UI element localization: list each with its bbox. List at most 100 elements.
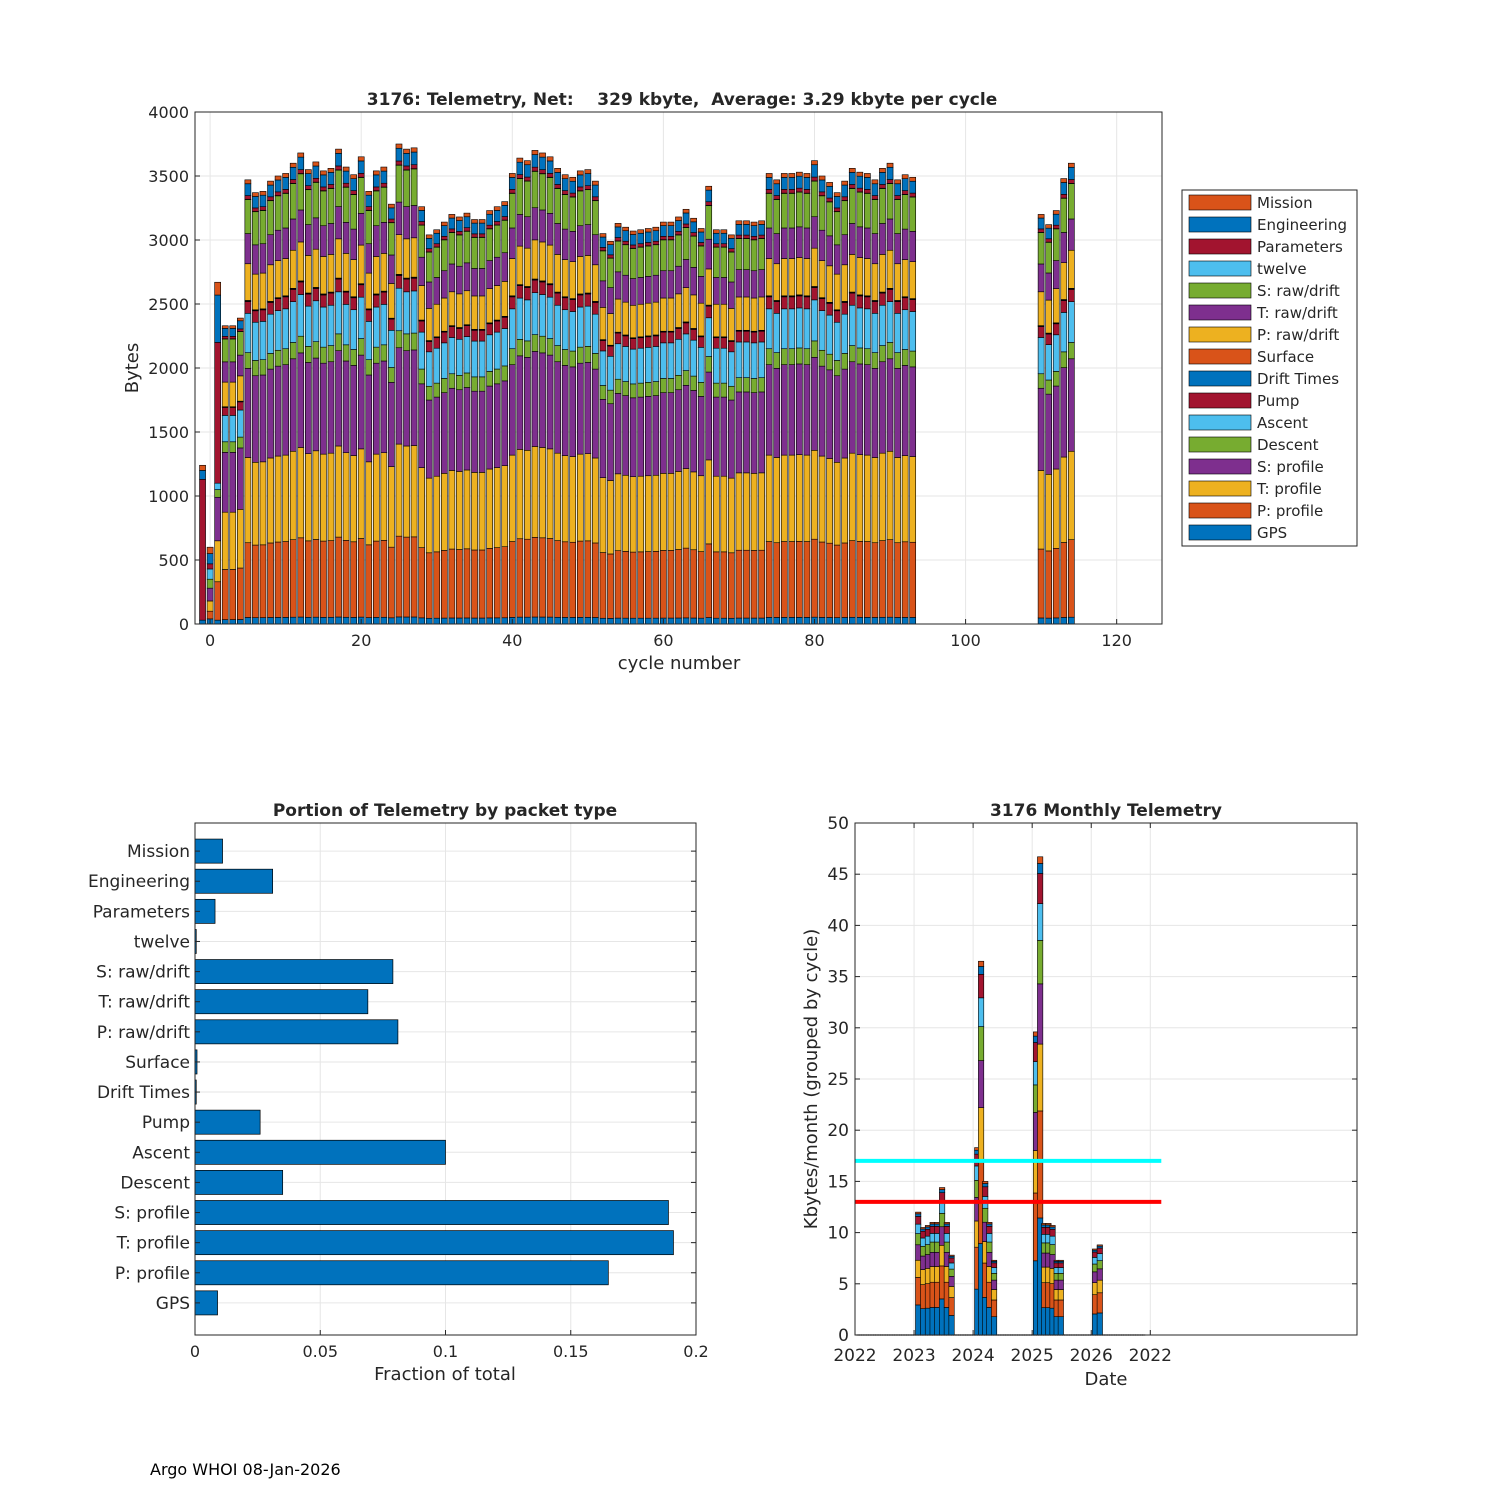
bar-segment: [357, 244, 365, 284]
bar-segment: [1045, 617, 1053, 625]
bar-segment: [365, 544, 373, 618]
bar-segment: [765, 173, 773, 178]
bar-segment: [592, 313, 599, 354]
bar-segment: [569, 261, 577, 299]
bar-segment: [758, 549, 765, 619]
bar-segment: [493, 210, 501, 222]
bar-segment: [221, 361, 229, 383]
bar-segment: [735, 224, 743, 236]
bar-segment: [237, 447, 244, 510]
bar-segment: [576, 306, 584, 348]
bar-segment: [433, 617, 441, 625]
bar-segment: [584, 453, 592, 542]
bar-segment: [546, 354, 554, 450]
bar-segment: [856, 171, 864, 177]
bar-segment: [388, 218, 395, 223]
bar-segment: [448, 217, 456, 230]
bar-segment: [811, 176, 818, 182]
bar-segment: [372, 362, 380, 455]
bar-segment: [342, 182, 350, 188]
legend-label: T: raw/drift: [1256, 304, 1338, 322]
bar-segment: [425, 399, 433, 479]
bar-segment: [569, 617, 577, 625]
bar-segment: [599, 307, 607, 340]
bar-segment: [796, 617, 803, 625]
bar-segment: [516, 355, 524, 450]
bar-segment: [705, 305, 713, 319]
bar-segment: [486, 224, 493, 229]
bar-segment: [546, 338, 554, 356]
y-tick-label: 2500: [148, 295, 189, 314]
bar-segment: [599, 552, 607, 619]
bar-segment: [425, 341, 433, 353]
bar-segment: [327, 540, 335, 618]
bar-segment: [697, 228, 705, 233]
bar-segment: [675, 375, 682, 391]
bar-segment: [712, 337, 720, 349]
bar-segment: [531, 292, 539, 335]
bar-segment: [856, 347, 864, 365]
bar-segment: [372, 225, 380, 257]
bar-segment: [410, 277, 418, 292]
bar-segment: [712, 551, 720, 619]
bar-segment: [811, 450, 818, 540]
bar-segment: [388, 203, 395, 209]
bar-segment: [365, 359, 373, 376]
bar-segment: [750, 392, 758, 474]
bar-segment: [841, 368, 849, 459]
bar-segment: [425, 385, 433, 401]
bar-segment: [637, 347, 645, 384]
y-tick-label: 25: [827, 1070, 849, 1090]
bar-segment: [864, 617, 871, 625]
bar-segment: [554, 616, 561, 625]
bar-segment: [705, 543, 713, 618]
bar-segment: [304, 255, 312, 294]
bar-segment: [237, 509, 244, 569]
bar-segment: [267, 180, 274, 186]
bar-segment: [486, 334, 493, 372]
bar-segment: [274, 175, 282, 181]
bar-segment: [864, 308, 871, 350]
bar-segment: [388, 330, 395, 368]
bar-segment: [773, 199, 781, 234]
bar-segment: [660, 550, 667, 619]
y-tick-label: 10: [827, 1224, 849, 1244]
bar-segment: [841, 180, 849, 186]
bar-segment: [991, 1299, 998, 1318]
bar-segment: [289, 358, 297, 452]
bar-segment: [380, 253, 388, 292]
bar-segment: [199, 479, 206, 621]
bar-segment: [652, 240, 660, 245]
bar-segment: [320, 540, 327, 618]
y-tick-label: 500: [158, 551, 189, 570]
bar-segment: [433, 229, 441, 234]
bar-segment: [675, 328, 682, 340]
bar-segment: [237, 331, 244, 356]
bar-segment: [773, 312, 781, 353]
reference-lines: [855, 1158, 1162, 1204]
bar-segment: [592, 353, 599, 370]
bar: [194, 868, 274, 894]
bar-segment: [274, 179, 282, 193]
bar-segment: [380, 360, 388, 454]
bar-segment: [682, 333, 690, 371]
bar-segment: [728, 385, 735, 401]
bar-segment: [380, 304, 388, 346]
bar-segment: [705, 185, 713, 191]
bar-segment: [524, 616, 531, 625]
bar-segment: [599, 233, 607, 238]
bar-segment: [418, 331, 425, 370]
bar-segment: [637, 617, 645, 625]
bar-segment: [259, 191, 267, 196]
bar-segment: [720, 229, 728, 234]
x-tick-label: 2025: [1011, 1346, 1054, 1366]
bar-segment: [871, 301, 879, 314]
bar-segment: [350, 194, 357, 230]
bar-segment: [576, 174, 584, 188]
bar-segment: [607, 355, 614, 391]
bar-segment: [516, 214, 524, 247]
bar-segment: [986, 1241, 993, 1253]
bar-segment: [637, 475, 645, 553]
bar-segment: [229, 338, 237, 363]
bar-segment: [206, 546, 214, 554]
